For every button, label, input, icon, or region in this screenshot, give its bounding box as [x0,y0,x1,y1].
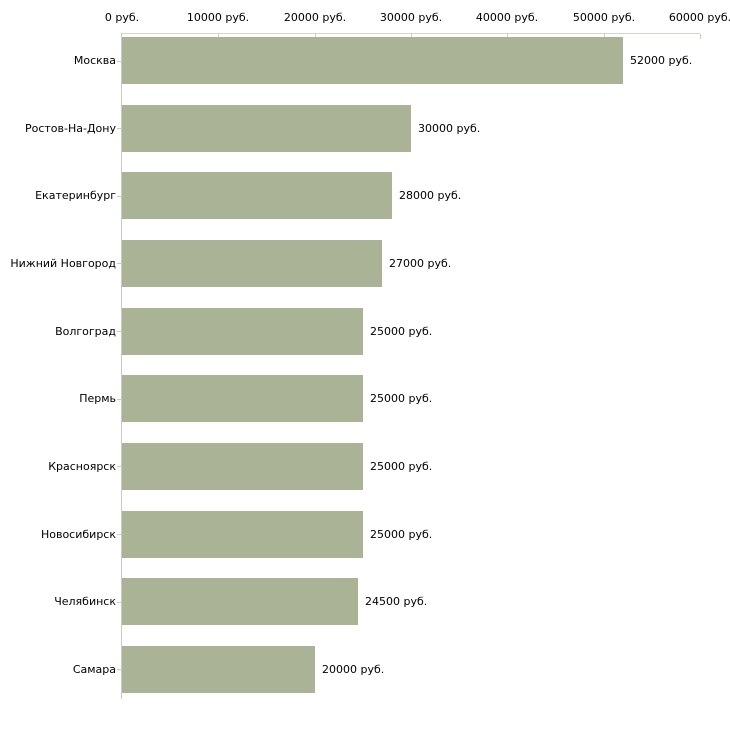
bar-value-label: 30000 руб. [418,122,481,135]
category-label: Новосибирск [40,528,116,541]
bar-value-label: 25000 руб. [370,325,433,338]
bar-value-label: 52000 руб. [630,54,693,67]
category-label: Екатеринбург [35,189,116,202]
x-axis-tick-label: 30000 руб. [379,11,443,24]
category-label: Пермь [79,392,116,405]
category-label: Ростов-На-Дону [24,122,116,135]
category-label: Красноярск [48,460,116,473]
bar [122,240,382,287]
category-label: Москва [73,54,116,67]
bar [122,172,392,219]
y-axis-tick [117,602,121,603]
y-axis-tick [117,61,121,62]
x-axis-tick [315,34,316,39]
y-axis-tick [117,331,121,332]
bar-value-label: 25000 руб. [370,392,433,405]
bar [122,511,363,558]
bar-value-label: 25000 руб. [370,528,433,541]
category-label: Самара [72,663,116,676]
y-axis-tick [117,399,121,400]
category-label: Волгоград [55,325,116,338]
y-axis-tick [117,196,121,197]
x-axis-tick-label: 40000 руб. [475,11,539,24]
bar-value-label: 25000 руб. [370,460,433,473]
x-axis-line [121,33,700,34]
x-axis-tick-label: 20000 руб. [283,11,347,24]
bar-value-label: 28000 руб. [399,189,462,202]
bar-value-label: 27000 руб. [389,257,452,270]
bar [122,308,363,355]
bar [122,646,315,693]
x-axis-tick [411,34,412,39]
x-axis-tick [507,34,508,39]
bar-value-label: 24500 руб. [365,595,428,608]
category-label: Нижний Новгород [10,257,116,270]
x-axis-tick [218,34,219,39]
bar [122,443,363,490]
x-axis-tick [604,34,605,39]
y-axis-tick [117,263,121,264]
x-axis-tick [700,34,701,39]
y-axis-tick [117,669,121,670]
x-axis-tick-label: 10000 руб. [186,11,250,24]
bar [122,105,411,152]
x-axis-tick-label: 60000 руб. [668,11,730,24]
bar [122,375,363,422]
y-axis-tick [117,534,121,535]
y-axis-tick [117,128,121,129]
x-axis-tick-label: 50000 руб. [572,11,636,24]
x-axis-tick-label: 0 руб. [104,11,140,24]
bar [122,37,623,84]
category-label: Челябинск [54,595,116,608]
bar-value-label: 20000 руб. [322,663,385,676]
bar [122,578,358,625]
y-axis-tick [117,466,121,467]
y-axis-line [121,33,122,699]
